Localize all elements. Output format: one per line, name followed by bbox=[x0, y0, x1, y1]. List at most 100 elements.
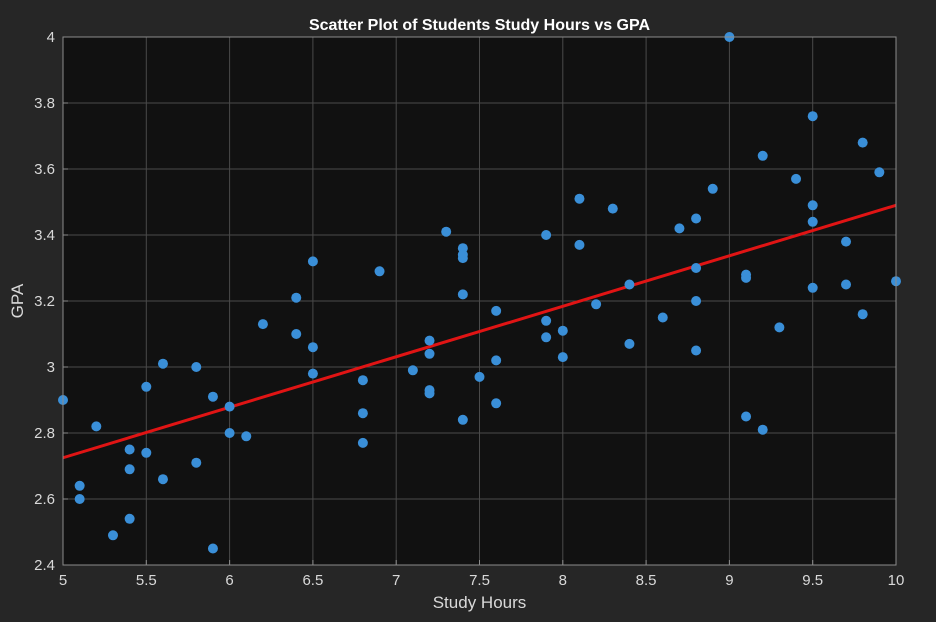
data-point bbox=[574, 193, 585, 204]
data-point bbox=[691, 296, 702, 306]
y-tick-label: 2.8 bbox=[34, 425, 55, 442]
data-point bbox=[757, 150, 768, 161]
data-point bbox=[424, 335, 435, 346]
data-point bbox=[241, 431, 252, 442]
data-point bbox=[291, 329, 302, 339]
x-tick-label: 9.5 bbox=[802, 572, 823, 589]
data-point bbox=[657, 312, 668, 323]
data-point bbox=[124, 464, 135, 475]
y-tick-label: 3.8 bbox=[34, 95, 55, 112]
data-point bbox=[441, 226, 452, 237]
data-point bbox=[857, 137, 868, 148]
y-tick-label: 3.2 bbox=[34, 293, 55, 310]
data-point bbox=[357, 408, 368, 419]
y-tick-label: 2.4 bbox=[34, 557, 55, 574]
data-point bbox=[691, 213, 702, 224]
data-point bbox=[674, 223, 685, 234]
data-point bbox=[691, 263, 702, 273]
data-point bbox=[191, 457, 202, 468]
data-point bbox=[457, 253, 468, 264]
data-point bbox=[124, 444, 135, 455]
data-point bbox=[107, 530, 118, 541]
y-tick-label: 2.6 bbox=[34, 491, 55, 508]
x-tick-label: 10 bbox=[888, 572, 905, 589]
data-point bbox=[374, 266, 385, 277]
data-point bbox=[207, 543, 218, 554]
data-point bbox=[707, 183, 718, 194]
data-point bbox=[741, 411, 752, 422]
data-point bbox=[157, 474, 168, 485]
x-tick-labels: 5 5.5 6 6.5 7 7.5 8 8.5 9 9.5 10 bbox=[59, 560, 905, 589]
data-point bbox=[207, 391, 218, 402]
data-point bbox=[557, 352, 568, 363]
data-point bbox=[307, 342, 318, 353]
data-point bbox=[74, 480, 85, 491]
fit-line-layer bbox=[62, 203, 897, 460]
data-point bbox=[424, 348, 435, 359]
y-tick-label: 3.6 bbox=[34, 161, 55, 178]
data-point bbox=[74, 494, 85, 504]
data-point bbox=[874, 167, 885, 178]
x-tick-label: 9 bbox=[725, 572, 733, 589]
regression-line bbox=[62, 203, 897, 460]
y-tick-label: 3.4 bbox=[34, 227, 55, 244]
x-tick-label: 6 bbox=[225, 572, 233, 589]
data-point bbox=[224, 428, 235, 438]
data-point bbox=[774, 322, 785, 333]
data-point bbox=[541, 332, 552, 343]
data-point bbox=[457, 414, 468, 425]
data-point bbox=[307, 368, 318, 379]
x-tick-label: 6.5 bbox=[302, 572, 323, 589]
data-point bbox=[841, 236, 852, 247]
data-point bbox=[407, 365, 418, 376]
data-point bbox=[357, 437, 368, 448]
x-tick-label: 8.5 bbox=[636, 572, 657, 589]
data-point bbox=[474, 371, 485, 382]
y-tick-label: 3 bbox=[47, 359, 55, 376]
x-axis-label: Study Hours bbox=[433, 593, 527, 612]
data-point bbox=[491, 355, 502, 366]
data-point bbox=[841, 279, 852, 290]
x-tick-label: 5.5 bbox=[136, 572, 157, 589]
data-point bbox=[141, 381, 152, 392]
data-point bbox=[624, 279, 635, 290]
x-tick-label: 5 bbox=[59, 572, 67, 589]
data-point bbox=[541, 315, 552, 326]
data-point bbox=[191, 362, 202, 372]
x-tick-label: 7 bbox=[392, 572, 400, 589]
data-point bbox=[424, 388, 435, 399]
data-point bbox=[141, 447, 152, 458]
data-point bbox=[791, 173, 802, 184]
data-point bbox=[574, 239, 585, 250]
data-point bbox=[741, 272, 752, 283]
data-point bbox=[307, 256, 318, 267]
data-point bbox=[541, 230, 552, 240]
y-tick-labels: 2.4 2.6 2.8 3 3.2 3.4 3.6 3.8 4 bbox=[34, 29, 68, 574]
chart-title: Scatter Plot of Students Study Hours vs … bbox=[309, 17, 651, 34]
x-tick-label: 8 bbox=[559, 572, 567, 589]
data-point bbox=[857, 309, 868, 320]
data-point bbox=[591, 299, 602, 310]
data-point bbox=[357, 375, 368, 386]
data-point bbox=[257, 319, 268, 330]
data-point bbox=[807, 111, 818, 122]
data-point bbox=[457, 289, 468, 300]
data-points bbox=[58, 32, 901, 554]
y-tick-label: 4 bbox=[47, 29, 55, 46]
data-point bbox=[624, 338, 635, 349]
data-point bbox=[224, 401, 235, 412]
data-point bbox=[807, 200, 818, 211]
y-axis-label: GPA bbox=[8, 283, 27, 318]
data-point bbox=[157, 358, 168, 369]
data-point bbox=[291, 292, 302, 303]
data-point bbox=[557, 325, 568, 336]
data-point bbox=[91, 421, 102, 432]
data-point bbox=[807, 216, 818, 227]
data-point bbox=[691, 345, 702, 356]
data-point bbox=[124, 513, 135, 524]
data-point bbox=[757, 424, 768, 435]
data-point bbox=[491, 305, 502, 316]
data-point bbox=[491, 398, 502, 409]
